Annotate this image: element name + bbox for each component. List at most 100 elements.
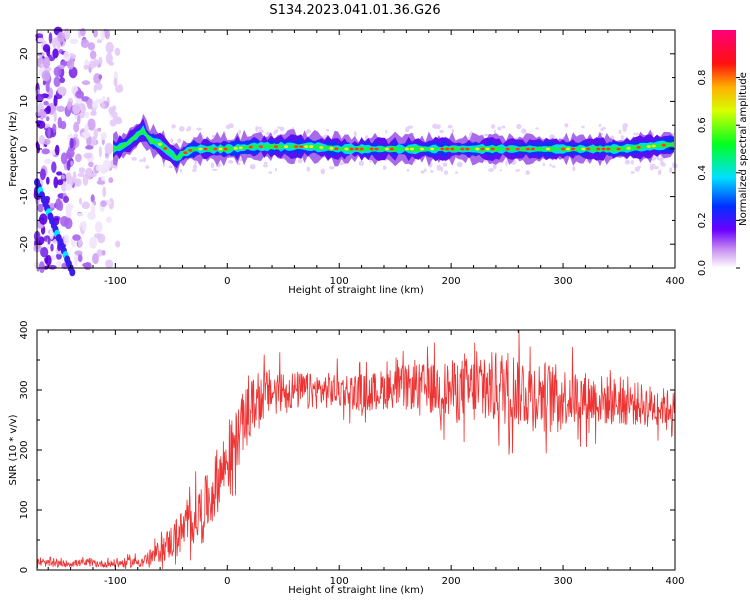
noise-blob	[93, 29, 98, 38]
x-tick-label: 0	[224, 276, 230, 287]
halo-blob	[525, 170, 530, 176]
x-tick-label: -100	[104, 576, 127, 587]
noise-blob	[109, 119, 117, 127]
noise-blob	[85, 145, 94, 150]
noise-blob	[46, 105, 51, 112]
halo-blob	[658, 169, 662, 175]
noise-blob	[38, 135, 45, 145]
noise-blob	[86, 98, 94, 110]
snr-y-axis-label: SNR (10 * v/v)	[8, 414, 19, 485]
signal-peak-dot	[344, 147, 349, 151]
noise-blob	[81, 220, 87, 232]
noise-blob	[77, 212, 84, 217]
signal-peak-dot	[404, 147, 409, 151]
signal-peak-dot	[188, 149, 193, 152]
signal-peak-dot	[213, 147, 218, 151]
halo-blob	[669, 167, 673, 174]
halo-blob	[497, 126, 502, 131]
noise-blob	[52, 48, 59, 59]
x-tick-label: 0	[224, 576, 230, 587]
noise-blob	[56, 171, 63, 176]
noise-blob	[44, 158, 52, 165]
halo-blob	[279, 126, 285, 132]
noise-blob	[80, 39, 90, 49]
noise-blob	[96, 249, 104, 257]
noise-blob	[92, 100, 98, 109]
halo-blob	[139, 159, 144, 162]
signal-peak-dot	[586, 147, 591, 151]
noise-blob	[105, 41, 114, 54]
signal-peak-dot	[218, 147, 223, 151]
signal-peak-dot	[163, 147, 168, 150]
noise-blob	[74, 254, 78, 267]
signal-peak-dot	[571, 147, 576, 151]
y-tick-label: 100	[19, 500, 30, 519]
noise-blob	[39, 168, 46, 181]
noise-blob	[56, 105, 65, 112]
noise-blob	[35, 120, 43, 125]
halo-blob	[516, 123, 522, 130]
signal-peak-dot	[334, 147, 339, 151]
noise-blob	[93, 128, 98, 140]
noise-blob	[46, 48, 51, 57]
signal-peak-dot	[440, 147, 445, 151]
noise-blob	[83, 64, 89, 70]
halo-blob	[630, 171, 635, 174]
signal-peak-dot	[284, 145, 288, 149]
noise-blob	[95, 82, 103, 91]
noise-blob	[85, 111, 90, 119]
noise-blob	[77, 172, 85, 178]
signal-peak-dot	[525, 147, 530, 151]
noise-blob	[77, 254, 83, 262]
noise-blob	[89, 50, 97, 60]
noise-blob	[52, 123, 57, 133]
noise-blob	[43, 138, 51, 145]
y-tick-label: 400	[19, 320, 30, 339]
noise-blob	[82, 262, 91, 268]
noise-blob	[87, 42, 96, 51]
noise-blob	[115, 240, 121, 248]
halo-blob	[256, 126, 262, 130]
signal-peak-dot	[616, 147, 621, 151]
signal-peak-dot	[384, 147, 389, 151]
noise-blob	[51, 161, 57, 173]
noise-blob	[114, 47, 121, 56]
signal-peak-dot	[430, 147, 435, 151]
halo-blob	[456, 161, 463, 168]
noise-blob	[46, 116, 50, 122]
x-tick-label: -100	[104, 276, 127, 287]
halo-blob	[168, 165, 173, 168]
noise-blob	[75, 90, 84, 99]
halo-blob	[432, 123, 438, 129]
signal-peak-dot	[349, 147, 354, 151]
noise-blob	[68, 146, 76, 151]
halo-blob	[328, 166, 335, 170]
noise-blob	[64, 217, 73, 229]
signal-peak-dot	[661, 143, 666, 147]
halo-blob	[382, 165, 387, 170]
halo-blob	[320, 168, 326, 175]
signal-peak-dot	[410, 147, 414, 151]
signal-peak-dot	[420, 147, 424, 151]
noise-blob	[102, 186, 107, 198]
halo-blob	[564, 123, 569, 128]
noise-blob	[68, 66, 78, 79]
halo-blob	[179, 168, 183, 173]
halo-blob	[262, 164, 268, 168]
signal-peak-dot	[299, 145, 304, 149]
halo-blob	[653, 165, 659, 170]
noise-blob	[43, 100, 49, 106]
halo-blob	[339, 161, 344, 166]
colorbar-tick-label: 0.6	[697, 117, 708, 133]
noise-blob	[90, 110, 97, 116]
halo-blob	[193, 163, 198, 170]
signal-peak-dot	[450, 147, 455, 151]
noise-blob	[63, 195, 69, 203]
x-tick-label: 300	[554, 276, 573, 287]
signal-peak-dot	[646, 145, 651, 148]
noise-blob	[100, 200, 107, 208]
noise-blob	[101, 102, 106, 109]
noise-blob	[98, 74, 103, 80]
noise-blob	[81, 103, 86, 115]
